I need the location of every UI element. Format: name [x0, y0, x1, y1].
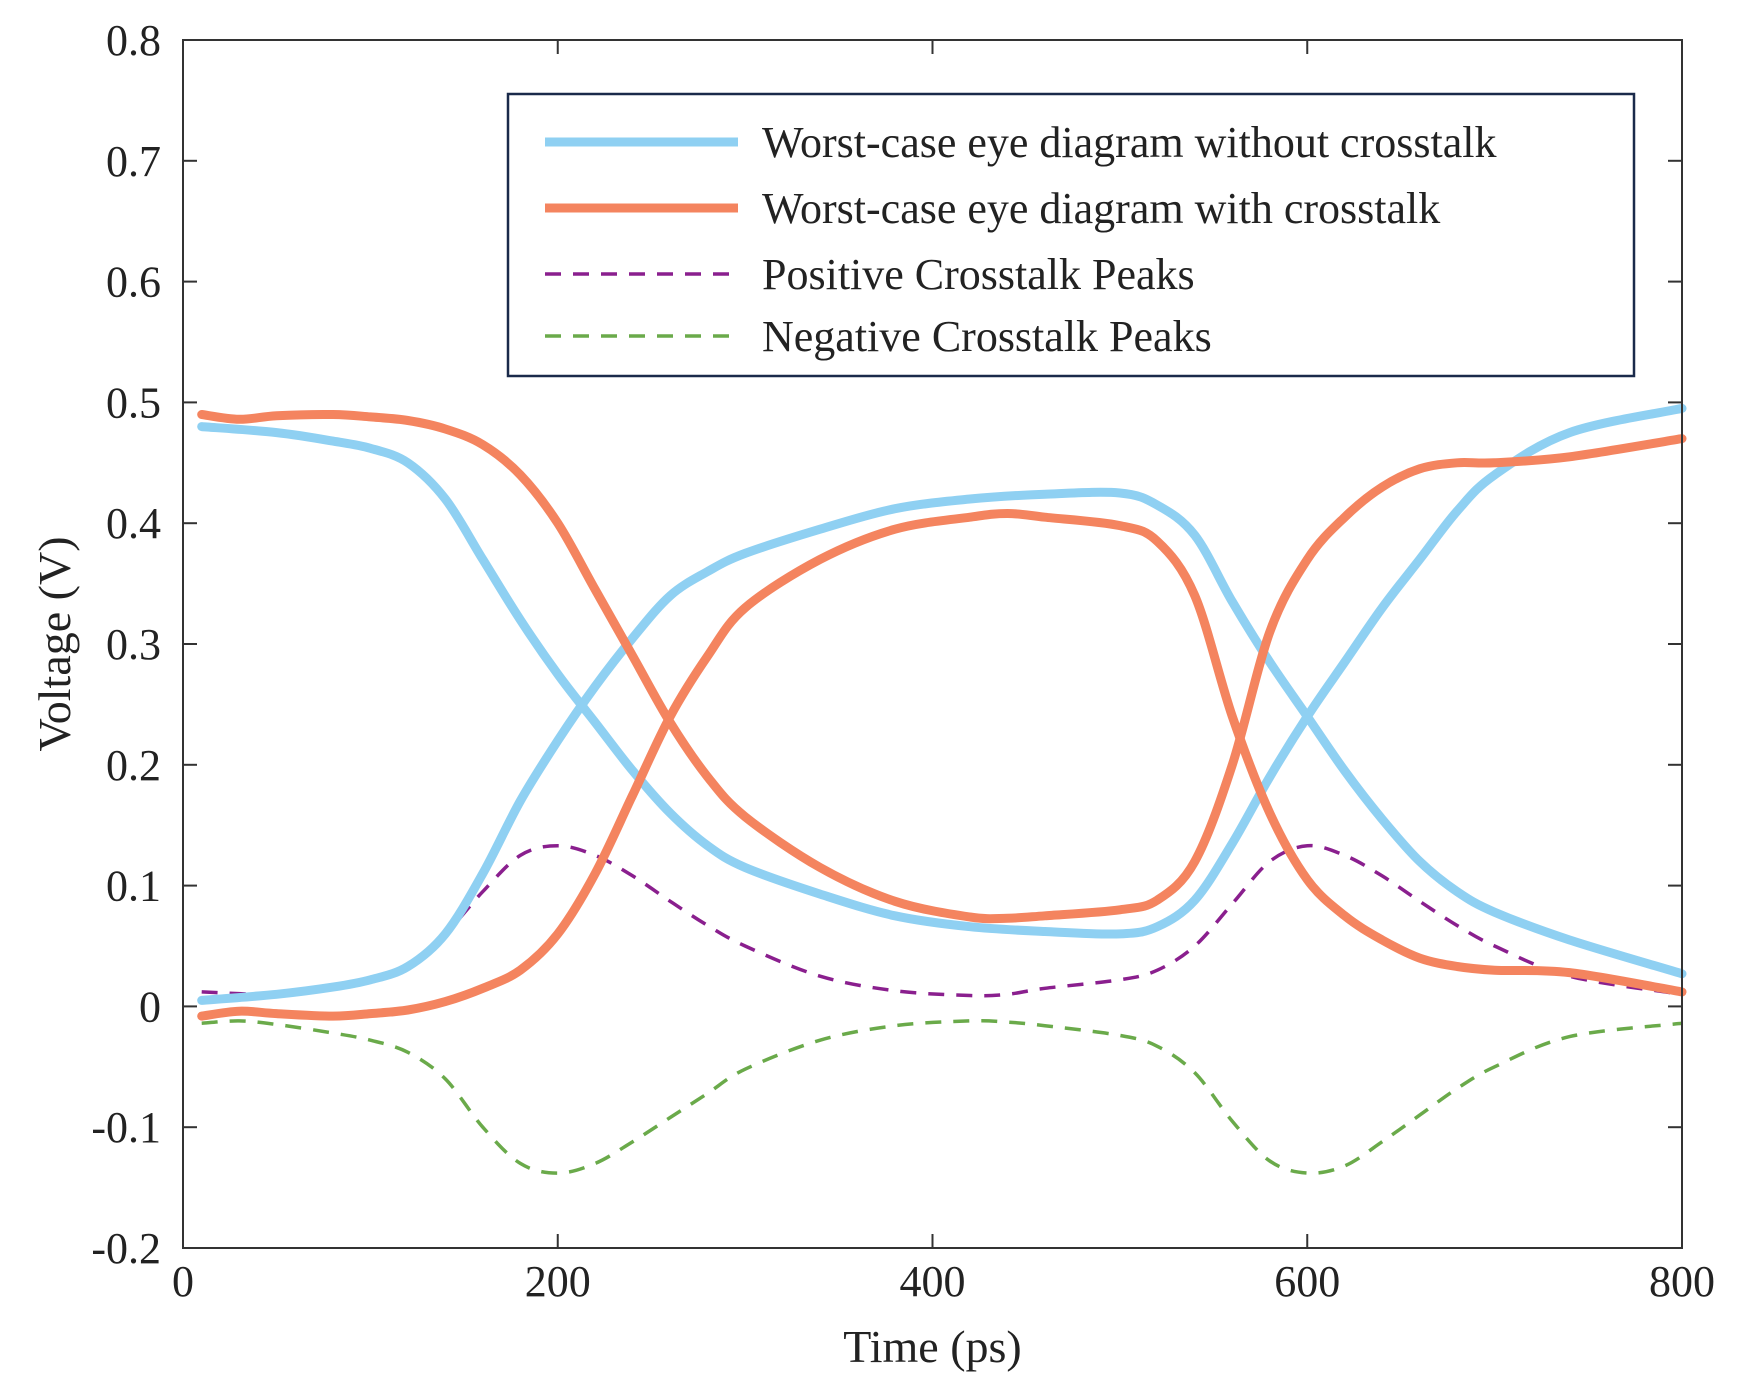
- series-line-3: [197, 409, 1687, 924]
- x-tick-label: 200: [525, 1257, 591, 1306]
- y-tick-label: 0: [139, 982, 161, 1031]
- x-tick-label: 800: [1649, 1257, 1715, 1306]
- y-tick-label: 0.8: [106, 16, 161, 65]
- x-tick-label: 400: [900, 1257, 966, 1306]
- y-tick-label: 0.6: [106, 258, 161, 307]
- series-line-2: [197, 487, 1687, 1005]
- series-layer: [197, 403, 1687, 1175]
- y-tick-label: -0.1: [91, 1103, 161, 1152]
- y-tick-label: 0.7: [106, 137, 161, 186]
- legend-box: [506, 92, 1636, 378]
- legend-label-1: Worst-case eye diagram without crosstalk: [762, 118, 1496, 167]
- series-line-1: [197, 403, 1687, 939]
- legend-label-3: Positive Crosstalk Peaks: [762, 250, 1195, 299]
- legend-label-2: Worst-case eye diagram with crosstalk: [762, 184, 1440, 233]
- series-line-6: [201, 1018, 1683, 1175]
- y-axis-title: Voltage (V): [29, 536, 80, 751]
- x-tick-label: 600: [1274, 1257, 1340, 1306]
- axis-ticks: 0 200 400 600 800 -0.2 -0.1 0 0.1 0.2 0.3 0.4 0.5 0.6…: [91, 16, 1715, 1306]
- y-tick-label: -0.2: [91, 1224, 161, 1273]
- y-tick-label: 0.3: [106, 620, 161, 669]
- series-line-5: [201, 843, 1683, 998]
- y-tick-label: 0.2: [106, 741, 161, 790]
- x-axis-title: Time (ps): [843, 1321, 1022, 1372]
- series-line-4: [197, 509, 1687, 1021]
- x-tick-label: 0: [172, 1257, 194, 1306]
- y-tick-label: 0.5: [106, 378, 161, 427]
- legend: Worst-case eye diagram without crosstalk…: [506, 92, 1636, 378]
- y-tick-label: 0.1: [106, 862, 161, 911]
- y-tick-label: 0.4: [106, 499, 161, 548]
- legend-label-4: Negative Crosstalk Peaks: [762, 312, 1212, 361]
